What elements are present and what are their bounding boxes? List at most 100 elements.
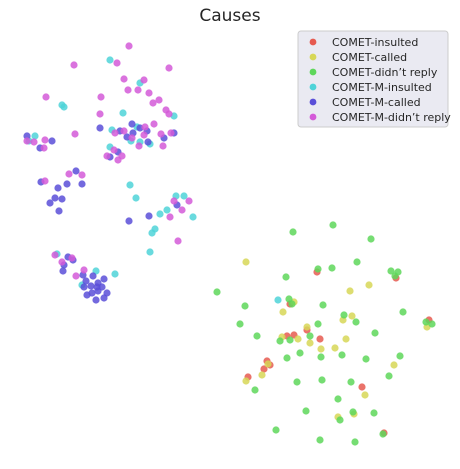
legend-label: COMET-insulted bbox=[332, 36, 418, 49]
legend-marker bbox=[309, 83, 317, 91]
legend-items: COMET-insulted COMET-called COMET-didn’t r… bbox=[309, 36, 451, 124]
point-comet-m-insulted bbox=[180, 192, 188, 200]
point-comet-m-didn-t-reply bbox=[58, 258, 66, 266]
legend-label: COMET-M-didn’t reply bbox=[332, 111, 451, 124]
point-comet-m-called bbox=[96, 124, 104, 132]
point-comet-m-didn-t-reply bbox=[120, 127, 128, 135]
point-comet-didn-t-reply bbox=[422, 318, 430, 326]
point-comet-m-didn-t-reply bbox=[30, 138, 38, 146]
point-comet-called bbox=[303, 323, 311, 331]
point-comet-m-called bbox=[92, 296, 100, 304]
point-comet-m-insulted bbox=[106, 56, 114, 64]
point-comet-m-called bbox=[100, 294, 108, 302]
point-comet-m-insulted bbox=[31, 132, 39, 140]
point-comet-m-called bbox=[55, 207, 63, 215]
point-comet-called bbox=[279, 308, 287, 316]
point-comet-m-didn-t-reply bbox=[185, 197, 193, 205]
points-layer bbox=[23, 42, 436, 446]
point-comet-m-insulted bbox=[126, 181, 134, 189]
point-comet-m-insulted bbox=[60, 103, 68, 111]
legend: COMET-insulted COMET-called COMET-didn’t r… bbox=[297, 30, 451, 128]
point-comet-m-didn-t-reply bbox=[165, 64, 173, 72]
point-comet-called bbox=[258, 371, 266, 379]
point-comet-m-called bbox=[144, 138, 152, 146]
point-comet-m-didn-t-reply bbox=[166, 213, 174, 221]
point-comet-didn-t-reply bbox=[314, 320, 322, 328]
point-comet-didn-t-reply bbox=[349, 408, 357, 416]
point-comet-m-called bbox=[46, 199, 54, 207]
point-comet-m-didn-t-reply bbox=[155, 96, 163, 104]
point-comet-m-didn-t-reply bbox=[23, 137, 31, 145]
legend-marker bbox=[309, 113, 317, 121]
point-comet-m-didn-t-reply bbox=[174, 237, 182, 245]
point-comet-m-didn-t-reply bbox=[157, 130, 165, 138]
point-comet-called bbox=[264, 360, 272, 368]
point-comet-didn-t-reply bbox=[293, 378, 301, 386]
point-comet-m-insulted bbox=[111, 270, 119, 278]
point-comet-m-called bbox=[54, 184, 62, 192]
legend-marker bbox=[309, 98, 317, 106]
point-comet-m-didn-t-reply bbox=[135, 142, 143, 150]
point-comet-called bbox=[342, 335, 350, 343]
point-comet-didn-t-reply bbox=[394, 268, 402, 276]
point-comet-didn-t-reply bbox=[387, 267, 395, 275]
point-comet-didn-t-reply bbox=[336, 416, 344, 424]
point-comet-didn-t-reply bbox=[340, 311, 348, 319]
point-comet-didn-t-reply bbox=[353, 258, 361, 266]
point-comet-m-called bbox=[72, 167, 80, 175]
point-comet-called bbox=[242, 377, 250, 385]
point-comet-m-didn-t-reply bbox=[134, 86, 142, 94]
point-comet-called bbox=[348, 312, 356, 320]
point-comet-m-called bbox=[82, 277, 90, 285]
point-comet-m-didn-t-reply bbox=[120, 75, 128, 83]
point-comet-didn-t-reply bbox=[379, 430, 387, 438]
point-comet-m-didn-t-reply bbox=[41, 177, 49, 185]
point-comet-m-didn-t-reply bbox=[145, 89, 153, 97]
legend-frame bbox=[297, 30, 449, 128]
point-comet-insulted bbox=[260, 365, 268, 373]
point-comet-m-didn-t-reply bbox=[68, 254, 76, 262]
point-comet-didn-t-reply bbox=[283, 354, 291, 362]
point-comet-m-didn-t-reply bbox=[42, 93, 50, 101]
point-comet-m-didn-t-reply bbox=[140, 131, 148, 139]
point-comet-called bbox=[306, 339, 314, 347]
point-comet-called bbox=[294, 335, 302, 343]
legend-label: COMET-called bbox=[332, 51, 407, 64]
legend-label: COMET-M-insulted bbox=[332, 81, 432, 94]
point-comet-m-didn-t-reply bbox=[178, 206, 186, 214]
point-comet-m-didn-t-reply bbox=[41, 136, 49, 144]
point-comet-m-called bbox=[48, 137, 56, 145]
point-comet-called bbox=[331, 344, 339, 352]
point-comet-insulted bbox=[358, 383, 366, 391]
point-comet-didn-t-reply bbox=[289, 228, 297, 236]
point-comet-m-didn-t-reply bbox=[140, 76, 148, 84]
point-comet-m-didn-t-reply bbox=[78, 171, 86, 179]
point-comet-didn-t-reply bbox=[317, 353, 325, 361]
point-comet-m-called bbox=[51, 194, 59, 202]
point-comet-didn-t-reply bbox=[302, 407, 310, 415]
point-comet-didn-t-reply bbox=[286, 336, 294, 344]
point-comet-didn-t-reply bbox=[251, 386, 259, 394]
point-comet-called bbox=[242, 258, 250, 266]
point-comet-m-insulted bbox=[189, 213, 197, 221]
point-comet-m-didn-t-reply bbox=[70, 61, 78, 69]
point-comet-didn-t-reply bbox=[328, 264, 336, 272]
point-comet-m-didn-t-reply bbox=[149, 99, 157, 107]
legend-label: COMET-didn’t reply bbox=[332, 66, 438, 79]
point-comet-didn-t-reply bbox=[334, 395, 342, 403]
point-comet-didn-t-reply bbox=[236, 320, 244, 328]
point-comet-didn-t-reply bbox=[347, 378, 355, 386]
point-comet-called bbox=[317, 345, 325, 353]
point-comet-didn-t-reply bbox=[241, 302, 249, 310]
legend-marker bbox=[309, 68, 317, 76]
point-comet-m-didn-t-reply bbox=[96, 110, 104, 118]
point-comet-didn-t-reply bbox=[396, 352, 404, 360]
point-comet-didn-t-reply bbox=[351, 438, 359, 446]
legend-label: COMET-M-called bbox=[332, 96, 421, 109]
point-comet-called bbox=[346, 287, 354, 295]
point-comet-m-didn-t-reply bbox=[72, 272, 80, 280]
point-comet-m-didn-t-reply bbox=[51, 251, 59, 259]
point-comet-m-insulted bbox=[156, 210, 164, 218]
point-comet-m-didn-t-reply bbox=[159, 142, 167, 150]
